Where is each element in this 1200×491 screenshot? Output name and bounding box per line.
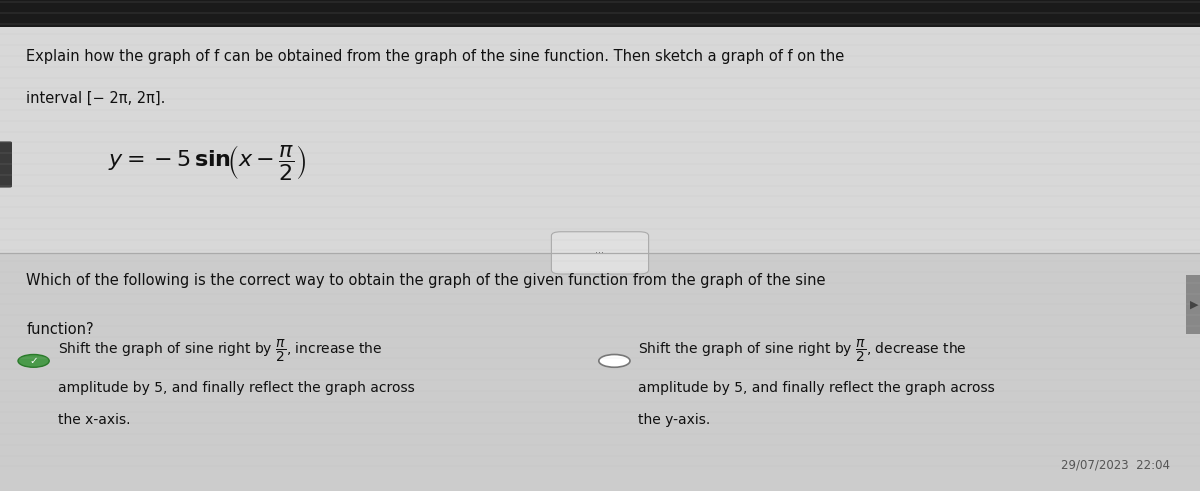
FancyBboxPatch shape <box>0 141 12 188</box>
Text: 29/07/2023  22:04: 29/07/2023 22:04 <box>1061 459 1170 471</box>
Text: $y = -5\,\mathbf{sin}\!\left(x - \dfrac{\pi}{2}\right)$: $y = -5\,\mathbf{sin}\!\left(x - \dfrac{… <box>108 142 306 182</box>
FancyBboxPatch shape <box>552 232 649 274</box>
FancyBboxPatch shape <box>0 253 1200 491</box>
Text: interval [− 2π, 2π].: interval [− 2π, 2π]. <box>26 91 166 106</box>
Text: Shift the graph of sine right by $\dfrac{\pi}{2}$, decrease the: Shift the graph of sine right by $\dfrac… <box>638 338 967 364</box>
Text: Which of the following is the correct way to obtain the graph of the given funct: Which of the following is the correct wa… <box>26 273 826 288</box>
FancyBboxPatch shape <box>0 0 1200 27</box>
Text: ▶: ▶ <box>1189 300 1199 309</box>
Text: Explain how the graph of f can be obtained from the graph of the sine function. : Explain how the graph of f can be obtain… <box>26 49 845 64</box>
Circle shape <box>18 355 49 367</box>
Text: the y-axis.: the y-axis. <box>638 413 710 427</box>
Text: ✓: ✓ <box>29 356 38 366</box>
Text: ···: ··· <box>595 248 605 258</box>
Text: amplitude by 5, and finally reflect the graph across: amplitude by 5, and finally reflect the … <box>638 381 995 395</box>
Text: the x-axis.: the x-axis. <box>58 413 130 427</box>
Text: amplitude by 5, and finally reflect the graph across: amplitude by 5, and finally reflect the … <box>58 381 414 395</box>
FancyBboxPatch shape <box>0 27 1200 253</box>
Circle shape <box>599 355 630 367</box>
FancyBboxPatch shape <box>1186 275 1200 334</box>
Text: function?: function? <box>26 322 94 337</box>
Text: Shift the graph of sine right by $\dfrac{\pi}{2}$, increase the: Shift the graph of sine right by $\dfrac… <box>58 338 382 364</box>
